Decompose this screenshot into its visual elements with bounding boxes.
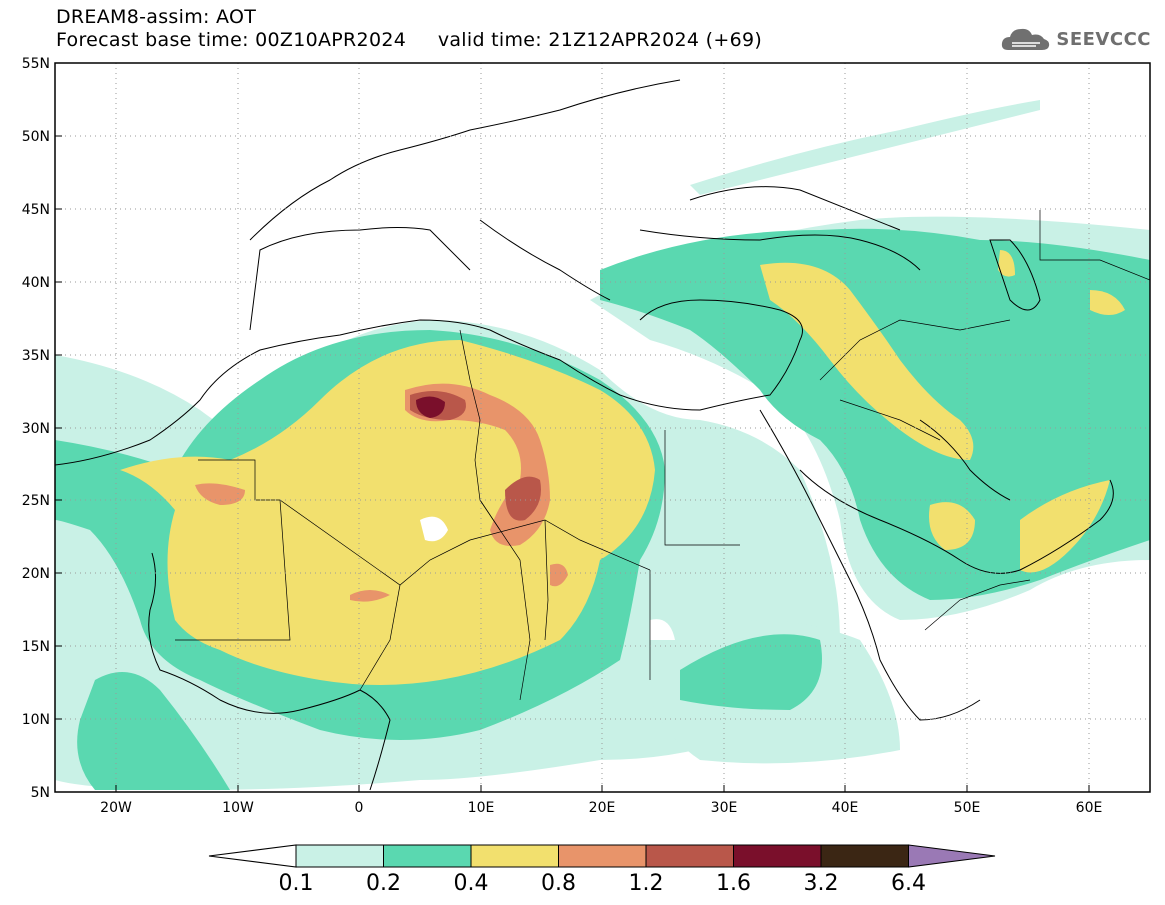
lon-label: 30E bbox=[711, 800, 738, 816]
colorbar-segment bbox=[295, 844, 384, 868]
lon-label: 20E bbox=[589, 800, 616, 816]
colorbar-segment bbox=[645, 844, 734, 868]
lon-label: 60E bbox=[1076, 800, 1103, 816]
lat-label: 40N bbox=[22, 275, 50, 291]
coastlines bbox=[55, 79, 1114, 791]
lat-label: 30N bbox=[22, 421, 50, 437]
lon-label: 10W bbox=[222, 800, 254, 816]
colorbar-label: 0.4 bbox=[454, 871, 489, 896]
lon-label: 50E bbox=[954, 800, 981, 816]
seevccc-logo: SEEVCCC bbox=[1000, 24, 1151, 54]
lon-label: 10E bbox=[468, 800, 495, 816]
colorbar-segment bbox=[820, 844, 909, 868]
lat-label: 20N bbox=[22, 566, 50, 582]
colorbar-label: 1.6 bbox=[716, 871, 751, 896]
latitude-labels: 55N 50N 45N 40N 35N 30N 25N 20N 15N 10N … bbox=[22, 56, 50, 801]
lat-label: 45N bbox=[22, 202, 50, 218]
colorbar-labels: 0.1 0.2 0.4 0.8 1.2 1.6 3.2 6.4 bbox=[279, 871, 927, 896]
colorbar-segment bbox=[733, 844, 822, 868]
colorbar-high-arrow bbox=[908, 844, 996, 868]
forecast-time-subtitle: Forecast base time: 00Z10APR2024 valid t… bbox=[56, 29, 763, 51]
chart-title: DREAM8-assim: AOT bbox=[56, 6, 257, 28]
colorbar-label: 3.2 bbox=[804, 871, 839, 896]
colorbar-label: 0.2 bbox=[366, 871, 401, 896]
aot-field bbox=[55, 63, 1150, 792]
lon-label: 20W bbox=[100, 800, 132, 816]
colorbar-label: 0.8 bbox=[541, 871, 576, 896]
lon-label: 0 bbox=[355, 800, 364, 816]
lat-label: 55N bbox=[22, 56, 50, 72]
colorbar-label: 0.1 bbox=[279, 871, 314, 896]
lat-label: 5N bbox=[31, 785, 50, 801]
lat-label: 25N bbox=[22, 493, 50, 509]
aot-band-1.6 bbox=[416, 396, 445, 418]
colorbar-label: 1.2 bbox=[629, 871, 664, 896]
lat-label: 15N bbox=[22, 639, 50, 655]
colorbar-segment bbox=[558, 844, 647, 868]
lon-label: 40E bbox=[832, 800, 859, 816]
colorbar-segment bbox=[470, 844, 559, 868]
colorbar bbox=[208, 844, 996, 868]
logo-text: SEEVCCC bbox=[1056, 28, 1151, 50]
lat-label: 35N bbox=[22, 348, 50, 364]
country-borders bbox=[175, 210, 1150, 701]
longitude-labels: 20W 10W 0 10E 20E 30E 40E 50E 60E bbox=[100, 800, 1102, 816]
aot-clear-patches bbox=[420, 516, 675, 640]
colorbar-segment bbox=[383, 844, 472, 868]
cloud-icon bbox=[1002, 28, 1050, 50]
lat-label: 10N bbox=[22, 712, 50, 728]
colorbar-label: 6.4 bbox=[891, 871, 926, 896]
colorbar-low-arrow bbox=[208, 844, 297, 868]
axis-ticks bbox=[55, 62, 1090, 793]
lat-label: 50N bbox=[22, 129, 50, 145]
